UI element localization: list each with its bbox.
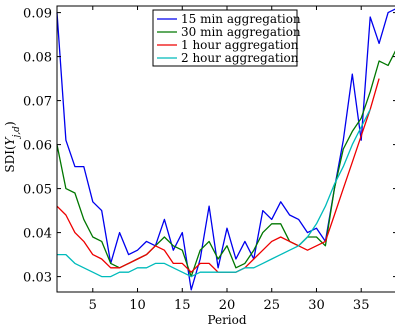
- y-tick-label: 0.08: [23, 51, 52, 66]
- legend-label: 15 min aggregation: [181, 12, 301, 26]
- y-tick-label: 0.04: [23, 227, 52, 242]
- x-axis-label: Period: [207, 313, 246, 327]
- series-line-3: [56, 78, 380, 273]
- x-tick-label: 15: [174, 298, 191, 313]
- x-tick-label: 35: [353, 298, 370, 313]
- y-tick-label: 0.09: [23, 7, 52, 22]
- y-tick-label: 0.06: [23, 139, 52, 154]
- series-lines: [56, 8, 395, 291]
- y-tick-label: 0.05: [23, 183, 52, 198]
- x-tick-labels: 5 10 15 20 25 30 35: [89, 298, 370, 313]
- x-tick-label: 5: [89, 298, 97, 313]
- axis-ticks: [57, 6, 395, 292]
- x-tick-label: 25: [263, 298, 280, 313]
- legend-label: 30 min aggregation: [181, 25, 301, 39]
- series-line-2: [56, 50, 395, 278]
- y-tick-label: 0.03: [23, 271, 52, 286]
- series-line-1: [56, 8, 395, 291]
- x-tick-label: 20: [219, 298, 236, 313]
- legend-label: 1 hour aggregation: [181, 38, 299, 52]
- x-tick-label: 10: [129, 298, 146, 313]
- series-line-4: [57, 109, 371, 278]
- x-tick-label: 30: [308, 298, 325, 313]
- y-axis-label: SDI(Yj,d): [3, 121, 22, 172]
- legend-label: 2 hour aggregation: [181, 51, 299, 65]
- y-tick-labels: 0.03 0.04 0.05 0.06 0.07 0.08 0.09: [23, 7, 52, 286]
- y-tick-label: 0.07: [23, 95, 52, 110]
